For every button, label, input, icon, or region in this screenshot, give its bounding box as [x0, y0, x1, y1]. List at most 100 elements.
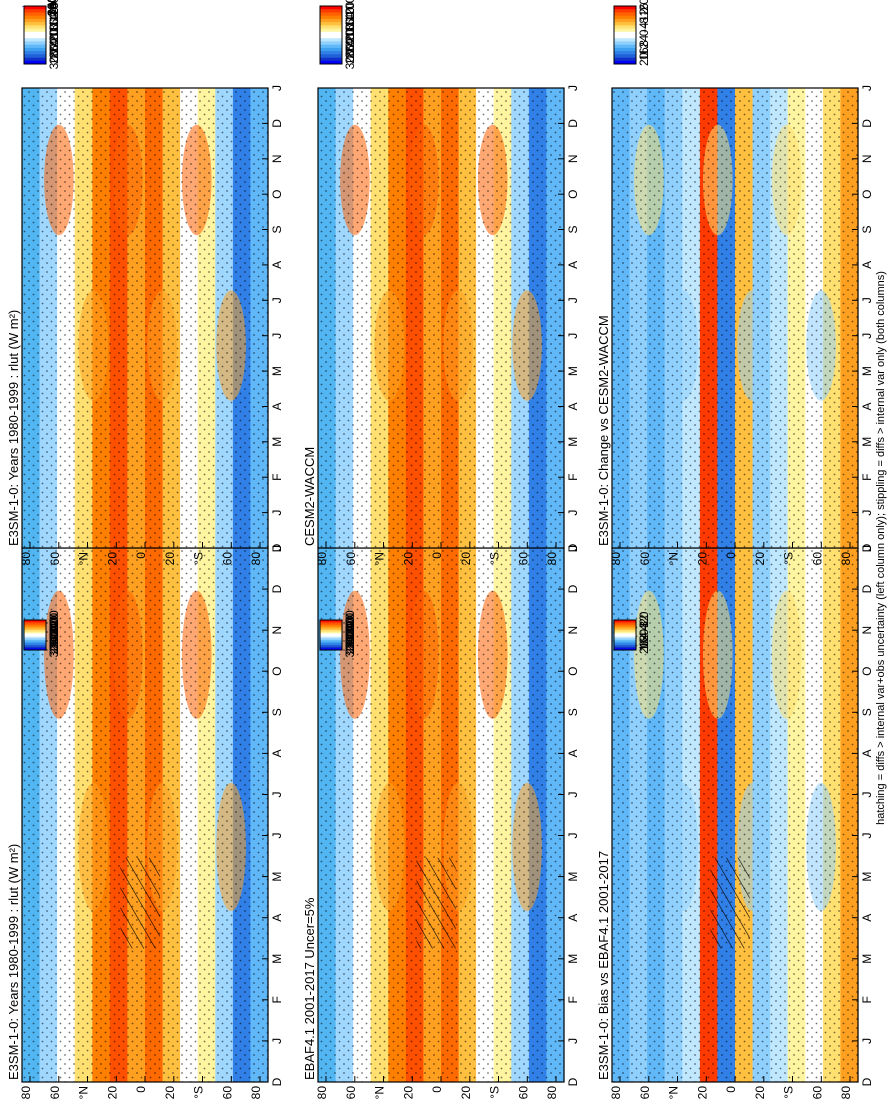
colorbar-label: 100	[45, 0, 59, 16]
colorbar-swatch	[320, 60, 342, 65]
y-tick-label: 60	[344, 1086, 358, 1100]
colorbar-label: 200	[343, 23, 357, 43]
colorbar-frame	[319, 5, 343, 65]
x-tick-label: M	[270, 954, 284, 964]
y-tick-label: 80	[545, 552, 559, 566]
x-tick-label: J	[270, 510, 284, 516]
colorbar-swatch	[24, 57, 46, 62]
y-tick-label: 60	[220, 1086, 234, 1100]
colorbar-label: 100	[343, 0, 357, 17]
y-tick-label: 80	[609, 552, 623, 566]
x-tick-label: N	[566, 626, 580, 635]
colorbar-swatch	[320, 28, 342, 33]
y-tick-label: 0	[724, 552, 738, 559]
colorbar-label: 160	[45, 0, 59, 16]
colorbar-label: -4	[637, 624, 651, 635]
colorbar-swatch	[320, 631, 342, 634]
colorbar-swatch	[320, 12, 342, 16]
colorbar-label: 4	[637, 632, 651, 639]
colorbar-swatch	[320, 635, 342, 638]
x-tick-label: A	[860, 261, 874, 269]
colorbar-swatch	[24, 44, 46, 49]
colorbar-swatch	[24, 621, 46, 624]
colorbar-swatch	[24, 640, 46, 643]
hatching-overlay	[710, 857, 750, 949]
colorbar-swatch	[614, 630, 636, 633]
colorbar-label: -20	[637, 611, 651, 629]
colorbar-label: 300	[47, 637, 61, 657]
colorbar-swatch	[24, 15, 46, 20]
colorbar-label: 240	[343, 629, 357, 649]
colorbar-swatch	[24, 646, 46, 649]
colorbar-label: 280	[343, 44, 357, 64]
colorbar-label: 200	[45, 0, 59, 16]
colorbar-swatch	[614, 41, 636, 45]
colorbar-swatch	[320, 6, 342, 10]
x-tick-label: J	[860, 297, 874, 303]
y-tick-label: °N	[667, 1086, 681, 1099]
y-tick-label: 0	[134, 1086, 148, 1093]
x-tick-label: A	[860, 749, 874, 757]
colorbar-label: 120	[47, 613, 61, 633]
colorbar-swatch	[614, 54, 636, 58]
x-tick-label: J	[566, 297, 580, 303]
colorbar-label: 240	[47, 33, 61, 53]
panel-title: E3SM-1-0: Years 1980-1999 : rlut (W m²)	[6, 310, 21, 546]
x-tick-label: S	[860, 708, 874, 716]
colorbar-label: 140	[343, 7, 357, 27]
colorbar-swatch	[24, 628, 46, 631]
colorbar-swatch	[320, 57, 342, 62]
colorbar-label: 240	[47, 629, 61, 649]
y-tick-label: 80	[839, 552, 853, 566]
colorbar-swatch	[24, 22, 46, 26]
x-tick-label: S	[566, 225, 580, 233]
colorbar-swatch	[24, 18, 46, 23]
x-tick-label: N	[860, 626, 874, 635]
y-tick-label: 20	[695, 552, 709, 566]
colorbar-swatch	[614, 640, 636, 643]
y-tick-label: 20	[459, 1086, 473, 1100]
y-tick-label: 80	[839, 1086, 853, 1100]
colorbar-swatch	[614, 628, 636, 631]
colorbar-label: 12	[637, 42, 651, 56]
colorbar-label: 20	[637, 640, 651, 654]
colorbar-swatch	[24, 51, 46, 55]
colorbar-label: 220	[47, 626, 61, 646]
panel-title: EBAF4.1 2001-2017 Uncer=5%	[302, 897, 317, 1080]
x-tick-label: A	[270, 261, 284, 269]
colorbar-swatch	[614, 626, 636, 629]
y-tick-label: °N	[77, 1086, 91, 1099]
colorbar-swatch	[320, 621, 342, 624]
colorbar-label: 280	[45, 0, 59, 16]
colorbar-swatch	[614, 6, 636, 10]
y-tick-label: °N	[373, 552, 387, 565]
x-tick-label: M	[270, 366, 284, 376]
x-tick-label: D	[566, 584, 580, 593]
x-tick-label: N	[566, 154, 580, 163]
x-tick-label: M	[270, 437, 284, 447]
x-tick-label: D	[270, 119, 284, 128]
colorbar-label: -12	[637, 8, 651, 26]
stippling-overlay	[612, 548, 858, 1082]
x-tick-label: A	[860, 402, 874, 410]
colorbar-label: 200	[343, 624, 357, 644]
x-tick-label: J	[860, 545, 874, 551]
colorbar-frame	[613, 5, 637, 65]
colorbar-swatch	[24, 35, 46, 39]
x-tick-label: A	[860, 914, 874, 922]
colorbar-label: 16	[637, 637, 651, 651]
colorbar-label: 180	[47, 17, 61, 37]
colorbar-swatch	[614, 25, 636, 29]
colorbar-swatch	[24, 54, 46, 58]
colorbar-swatch	[24, 620, 46, 623]
x-tick-label: D	[270, 543, 284, 552]
colorbar-swatch	[614, 31, 636, 36]
y-tick-label: 60	[638, 1086, 652, 1100]
colorbar-swatch	[614, 28, 636, 33]
colorbar-swatch	[320, 643, 342, 646]
x-tick-label: O	[566, 667, 580, 676]
colorbar-swatch	[24, 633, 46, 636]
